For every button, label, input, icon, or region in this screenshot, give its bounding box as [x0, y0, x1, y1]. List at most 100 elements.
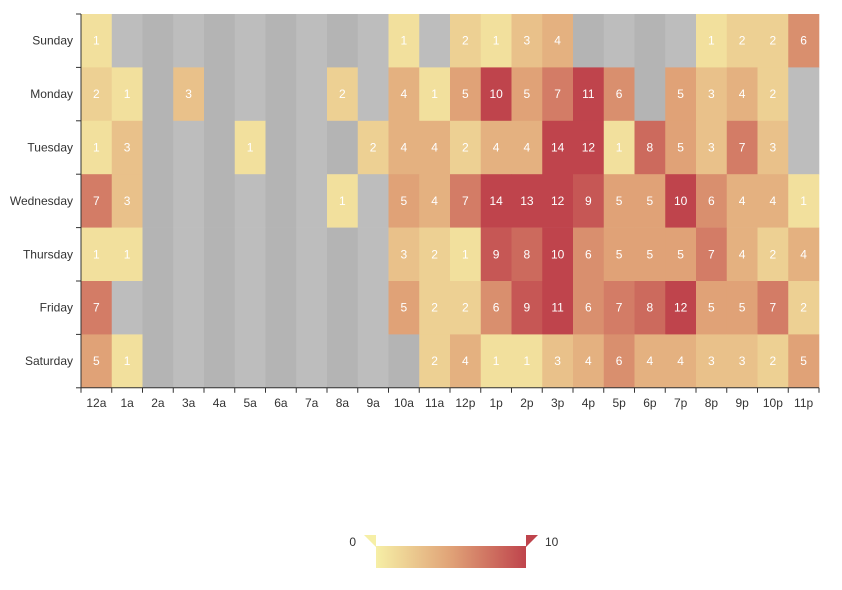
heatmap-cell-thursday-12p[interactable] [450, 227, 482, 282]
heatmap-cell-thursday-6p[interactable] [634, 227, 666, 282]
heatmap-cell-thursday-11a[interactable] [419, 227, 451, 282]
heatmap-cell-saturday-9a[interactable] [357, 334, 389, 389]
heatmap-cell-wednesday-6a[interactable] [265, 174, 297, 228]
heatmap-cell-saturday-8a[interactable] [327, 334, 359, 389]
heatmap-cell-friday-10a[interactable] [388, 281, 420, 335]
heatmap-cell-saturday-6p[interactable] [634, 334, 666, 389]
heatmap-cell-sunday-10p[interactable] [757, 14, 789, 68]
heatmap-cell-thursday-10a[interactable] [388, 227, 420, 282]
heatmap-cell-sunday-11a[interactable] [419, 14, 451, 68]
heatmap-cell-monday-12a[interactable] [81, 67, 113, 122]
heatmap-cell-monday-1p[interactable] [480, 67, 512, 122]
heatmap-cell-sunday-1a[interactable] [111, 14, 143, 68]
heatmap-cell-tuesday-8a[interactable] [327, 120, 359, 175]
heatmap-cell-friday-1p[interactable] [480, 281, 512, 335]
heatmap-cell-monday-7p[interactable] [665, 67, 697, 122]
visual-map-max-handle[interactable] [526, 535, 538, 547]
heatmap-cell-sunday-5p[interactable] [603, 14, 635, 68]
heatmap-cell-friday-3p[interactable] [542, 281, 574, 335]
heatmap-cell-monday-10a[interactable] [388, 67, 420, 122]
heatmap-cell-monday-4a[interactable] [204, 67, 236, 122]
heatmap-cell-sunday-6p[interactable] [634, 14, 666, 68]
heatmap-cell-saturday-11p[interactable] [788, 334, 820, 389]
heatmap-cell-saturday-9p[interactable] [726, 334, 758, 389]
heatmap-cell-monday-5a[interactable] [234, 67, 266, 122]
heatmap-cell-monday-8p[interactable] [696, 67, 728, 122]
heatmap-cell-friday-2a[interactable] [142, 281, 174, 335]
heatmap-cell-sunday-10a[interactable] [388, 14, 420, 68]
visual-map-bar[interactable] [376, 546, 526, 568]
heatmap-cell-friday-4p[interactable] [573, 281, 605, 335]
heatmap-cell-monday-12p[interactable] [450, 67, 482, 122]
heatmap-cell-tuesday-10a[interactable] [388, 120, 420, 175]
heatmap-cell-sunday-11p[interactable] [788, 14, 820, 68]
heatmap-cell-saturday-11a[interactable] [419, 334, 451, 389]
heatmap-cell-monday-6a[interactable] [265, 67, 297, 122]
heatmap-cell-friday-5p[interactable] [603, 281, 635, 335]
heatmap-cell-saturday-5p[interactable] [603, 334, 635, 389]
heatmap-cell-tuesday-7a[interactable] [296, 120, 328, 175]
heatmap-cell-friday-5a[interactable] [234, 281, 266, 335]
heatmap-cell-tuesday-11p[interactable] [788, 120, 820, 175]
heatmap-cell-wednesday-5p[interactable] [603, 174, 635, 228]
heatmap-cell-wednesday-7a[interactable] [296, 174, 328, 228]
heatmap-cell-thursday-2a[interactable] [142, 227, 174, 282]
heatmap-cell-saturday-12p[interactable] [450, 334, 482, 389]
heatmap-cell-wednesday-8a[interactable] [327, 174, 359, 228]
heatmap-cell-sunday-8a[interactable] [327, 14, 359, 68]
heatmap-cell-sunday-5a[interactable] [234, 14, 266, 68]
heatmap-cell-sunday-8p[interactable] [696, 14, 728, 68]
heatmap-cell-wednesday-12a[interactable] [81, 174, 113, 228]
heatmap-cell-wednesday-12p[interactable] [450, 174, 482, 228]
heatmap-cell-friday-7a[interactable] [296, 281, 328, 335]
heatmap-cell-friday-2p[interactable] [511, 281, 543, 335]
heatmap-cell-monday-5p[interactable] [603, 67, 635, 122]
heatmap-cell-thursday-9p[interactable] [726, 227, 758, 282]
heatmap-cell-sunday-4a[interactable] [204, 14, 236, 68]
heatmap-cell-thursday-8p[interactable] [696, 227, 728, 282]
heatmap-cell-tuesday-2p[interactable] [511, 120, 543, 175]
heatmap-cell-thursday-11p[interactable] [788, 227, 820, 282]
heatmap-cell-tuesday-4a[interactable] [204, 120, 236, 175]
heatmap-cell-tuesday-6a[interactable] [265, 120, 297, 175]
heatmap-cell-saturday-4p[interactable] [573, 334, 605, 389]
heatmap-cell-friday-11p[interactable] [788, 281, 820, 335]
heatmap-cell-wednesday-2p[interactable] [511, 174, 543, 228]
heatmap-cell-thursday-5a[interactable] [234, 227, 266, 282]
heatmap-cell-monday-7a[interactable] [296, 67, 328, 122]
heatmap-cell-monday-3a[interactable] [173, 67, 205, 122]
heatmap-cell-thursday-10p[interactable] [757, 227, 789, 282]
heatmap-cell-sunday-3p[interactable] [542, 14, 574, 68]
heatmap-cell-monday-8a[interactable] [327, 67, 359, 122]
heatmap-cell-tuesday-10p[interactable] [757, 120, 789, 175]
heatmap-cell-tuesday-2a[interactable] [142, 120, 174, 175]
heatmap-cell-sunday-12p[interactable] [450, 14, 482, 68]
heatmap-cell-friday-9p[interactable] [726, 281, 758, 335]
heatmap-cell-sunday-7a[interactable] [296, 14, 328, 68]
heatmap-cell-monday-9a[interactable] [357, 67, 389, 122]
heatmap-cell-tuesday-4p[interactable] [573, 120, 605, 175]
heatmap-cell-friday-8a[interactable] [327, 281, 359, 335]
heatmap-cell-saturday-3a[interactable] [173, 334, 205, 389]
heatmap-cell-tuesday-9a[interactable] [357, 120, 389, 175]
heatmap-cell-sunday-6a[interactable] [265, 14, 297, 68]
heatmap-cell-friday-11a[interactable] [419, 281, 451, 335]
heatmap-cell-saturday-10p[interactable] [757, 334, 789, 389]
heatmap-cell-saturday-7a[interactable] [296, 334, 328, 389]
heatmap-cell-wednesday-10a[interactable] [388, 174, 420, 228]
heatmap-cell-tuesday-3a[interactable] [173, 120, 205, 175]
heatmap-cell-wednesday-9a[interactable] [357, 174, 389, 228]
heatmap-cell-monday-11p[interactable] [788, 67, 820, 122]
heatmap-cell-wednesday-2a[interactable] [142, 174, 174, 228]
heatmap-cell-wednesday-5a[interactable] [234, 174, 266, 228]
heatmap-cell-sunday-2p[interactable] [511, 14, 543, 68]
heatmap-cell-wednesday-8p[interactable] [696, 174, 728, 228]
heatmap-cell-monday-6p[interactable] [634, 67, 666, 122]
heatmap-cell-thursday-12a[interactable] [81, 227, 113, 282]
heatmap-cell-thursday-7p[interactable] [665, 227, 697, 282]
heatmap-cell-tuesday-5a[interactable] [234, 120, 266, 175]
heatmap-cell-sunday-1p[interactable] [480, 14, 512, 68]
heatmap-cell-friday-10p[interactable] [757, 281, 789, 335]
heatmap-cell-sunday-4p[interactable] [573, 14, 605, 68]
heatmap-cell-friday-3a[interactable] [173, 281, 205, 335]
